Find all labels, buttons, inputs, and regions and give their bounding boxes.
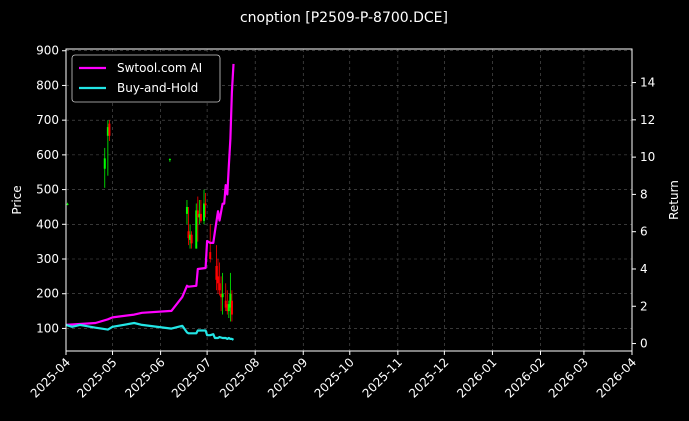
candle-body — [221, 293, 224, 298]
candle-body — [227, 304, 230, 312]
right-tick-label: 10 — [640, 150, 655, 164]
candle-body — [196, 210, 199, 218]
candle-body — [168, 159, 171, 161]
candle-body — [108, 123, 111, 136]
right-tick-label: 2 — [640, 299, 648, 313]
left-tick-label: 600 — [36, 148, 59, 162]
grid — [65, 49, 633, 351]
buy-and-hold-return-line — [65, 321, 235, 341]
candle-body — [218, 283, 221, 291]
candle-body — [229, 293, 232, 308]
right-tick-label: 6 — [640, 225, 648, 239]
candle-body — [226, 304, 229, 312]
plot-frame — [65, 48, 633, 352]
candle-body — [103, 158, 106, 169]
left-axis: 100 200 300 400 500 600 700 800 900 — [36, 44, 66, 335]
chart-title: cnoption [P2509-P-8700.DCE] — [240, 10, 448, 26]
candle-body — [199, 213, 202, 221]
right-axis-label: Return — [667, 180, 681, 220]
right-tick-label: 4 — [640, 262, 648, 276]
candle-body — [185, 206, 188, 214]
left-tick-label: 500 — [36, 183, 59, 197]
right-tick-label: 8 — [640, 187, 648, 201]
candle-body — [224, 300, 227, 308]
legend: Swtool.com AI Buy-and-Hold — [71, 54, 221, 103]
left-tick-label: 800 — [36, 78, 59, 92]
right-tick-label: 0 — [640, 337, 648, 351]
candle-body — [190, 234, 193, 244]
candle-body — [195, 210, 198, 249]
candle-body — [203, 203, 206, 221]
ai-return-line — [65, 63, 235, 326]
legend-box — [71, 54, 221, 103]
candle-body — [204, 203, 207, 206]
left-tick-label: 100 — [36, 321, 59, 335]
right-tick-label: 12 — [640, 113, 655, 127]
candle-body — [220, 293, 223, 298]
right-axis: 0 2 4 6 8 10 12 14 — [632, 76, 655, 351]
legend-label-bh: Buy-and-Hold — [117, 81, 198, 95]
candle-body — [106, 127, 109, 136]
left-tick-label: 200 — [36, 287, 59, 301]
return-lines — [65, 63, 235, 341]
candle-body — [187, 231, 190, 239]
candle-body — [215, 265, 218, 280]
candle-body — [209, 252, 212, 260]
candle-body — [189, 234, 192, 240]
left-axis-label: Price — [10, 185, 24, 214]
left-tick-label: 300 — [36, 252, 59, 266]
candle-body — [66, 203, 69, 205]
candle-body — [230, 300, 233, 315]
right-tick-label: 14 — [640, 76, 655, 90]
legend-label-ai: Swtool.com AI — [117, 61, 202, 75]
candles — [66, 120, 233, 322]
candle-body — [198, 213, 201, 218]
left-tick-label: 400 — [36, 217, 59, 231]
left-tick-label: 900 — [36, 44, 59, 58]
left-tick-label: 700 — [36, 113, 59, 127]
candle-body — [216, 276, 219, 284]
